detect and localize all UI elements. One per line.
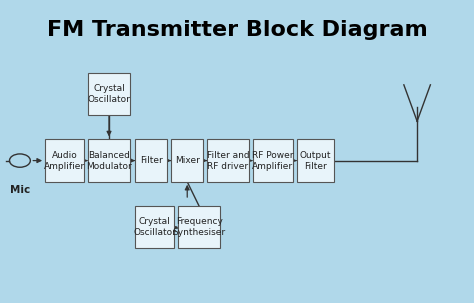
FancyBboxPatch shape [45, 139, 84, 182]
Text: Filter and
RF driver: Filter and RF driver [207, 151, 249, 171]
Text: RF Power
Amplifier: RF Power Amplifier [252, 151, 293, 171]
FancyBboxPatch shape [135, 206, 174, 248]
Text: Balanced
Modulator: Balanced Modulator [86, 151, 132, 171]
Text: Mic: Mic [10, 185, 30, 195]
FancyBboxPatch shape [88, 73, 130, 115]
Text: Crystal
Oscillator: Crystal Oscillator [88, 84, 130, 104]
Text: Frequency
Synthesiser: Frequency Synthesiser [173, 217, 226, 237]
FancyBboxPatch shape [88, 139, 130, 182]
Text: Mixer: Mixer [175, 156, 200, 165]
Text: FM Transmitter Block Diagram: FM Transmitter Block Diagram [46, 20, 428, 40]
FancyBboxPatch shape [207, 139, 249, 182]
Text: Crystal
Oscillator: Crystal Oscillator [133, 217, 176, 237]
Text: Filter: Filter [140, 156, 163, 165]
Text: Audio
Amplifier: Audio Amplifier [44, 151, 85, 171]
FancyBboxPatch shape [171, 139, 203, 182]
FancyBboxPatch shape [297, 139, 334, 182]
FancyBboxPatch shape [178, 206, 220, 248]
FancyBboxPatch shape [253, 139, 293, 182]
FancyBboxPatch shape [135, 139, 167, 182]
Text: Output
Filter: Output Filter [300, 151, 331, 171]
